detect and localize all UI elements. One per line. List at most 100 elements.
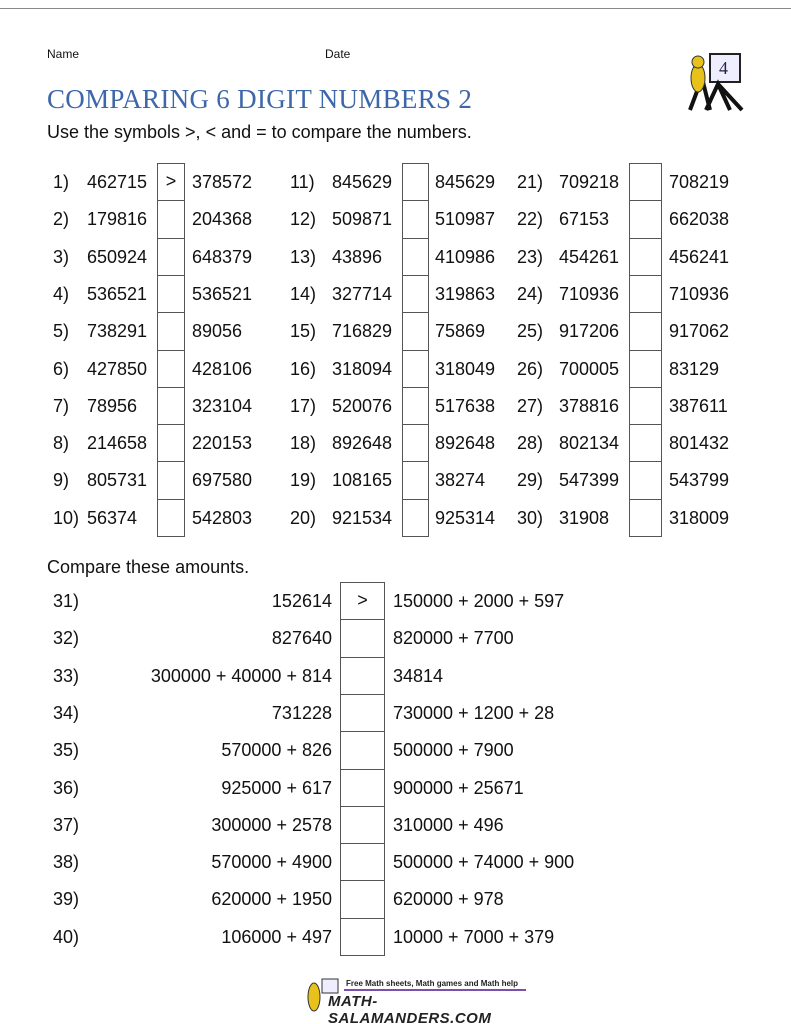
svg-text:4: 4: [719, 58, 728, 78]
left-number: 805731: [87, 470, 148, 491]
answer-box[interactable]: [402, 163, 429, 200]
left-number: 716829: [332, 321, 393, 342]
salamander-icon: [307, 978, 339, 1012]
answer-box[interactable]: [402, 424, 429, 461]
answer-box[interactable]: [157, 312, 185, 349]
right-number: 708219: [669, 172, 730, 192]
salamander-logo: 4: [688, 53, 744, 112]
question-number: 35): [53, 740, 80, 761]
question-number: 8): [53, 433, 70, 454]
right-number: 543799: [669, 470, 730, 491]
answer-box[interactable]: [629, 498, 662, 536]
left-number: 327714: [332, 283, 393, 304]
right-number: 387611: [669, 395, 728, 416]
right-amount: 34814: [393, 665, 444, 686]
answer-box[interactable]: [629, 200, 662, 237]
section2-heading: Compare these amounts.: [47, 557, 250, 577]
question-number: 29): [517, 470, 544, 491]
left-number: 214658: [87, 433, 148, 454]
left-number: 700005: [559, 358, 620, 379]
left-number: 921534: [332, 507, 393, 528]
question-number: 40): [53, 926, 80, 947]
answer-box[interactable]: >: [357, 590, 368, 610]
question-number: 11): [290, 172, 315, 192]
answer-box[interactable]: [402, 312, 429, 349]
answer-box[interactable]: [340, 693, 385, 731]
answer-box[interactable]: [629, 424, 662, 461]
left-number: 520076: [332, 395, 393, 416]
left-number: 318094: [332, 358, 393, 379]
footer-tagline: Free Math sheets, Math games and Math he…: [346, 979, 519, 988]
date-label: Date: [325, 47, 351, 61]
left-number: 892648: [332, 433, 393, 454]
footer-logo: Free Math sheets, Math games and Math he…: [300, 975, 530, 1024]
answer-box[interactable]: [402, 274, 429, 312]
answer-box[interactable]: [629, 274, 662, 312]
left-number: 536521: [87, 283, 148, 304]
question-number: 26): [517, 358, 544, 379]
right-number: 318009: [669, 507, 730, 528]
answer-box[interactable]: [340, 768, 385, 806]
answer-box[interactable]: [629, 163, 662, 200]
answer-box[interactable]: [157, 386, 185, 424]
left-number: 56374: [87, 507, 138, 528]
right-amount: 900000 + 25671: [393, 777, 524, 798]
question-number: 34): [53, 702, 80, 723]
right-number: 542803: [192, 507, 253, 528]
answer-box[interactable]: [157, 349, 185, 387]
question-number: 9): [53, 470, 70, 491]
question-number: 23): [517, 246, 544, 267]
answer-box[interactable]: [340, 731, 385, 768]
answer-box[interactable]: [402, 498, 429, 536]
answer-box[interactable]: [340, 880, 385, 917]
right-amount: 150000 + 2000 + 597: [393, 591, 565, 611]
right-number: 410986: [435, 246, 496, 267]
answer-box[interactable]: [402, 237, 429, 275]
answer-box[interactable]: [402, 349, 429, 387]
question-number: 25): [517, 321, 544, 342]
right-number: 75869: [435, 321, 486, 342]
answer-box[interactable]: [629, 386, 662, 424]
answer-box[interactable]: [340, 917, 385, 955]
left-number: 917206: [559, 321, 620, 342]
question-number: 28): [517, 433, 544, 454]
question-number: 37): [53, 814, 80, 835]
answer-box[interactable]: [629, 349, 662, 387]
right-number: 378572: [192, 172, 253, 192]
answer-box[interactable]: [629, 312, 662, 349]
answer-box[interactable]: [402, 461, 429, 498]
answer-box[interactable]: [157, 237, 185, 275]
question-number: 7): [53, 395, 70, 416]
question-number: 4): [53, 283, 70, 304]
left-number: 845629: [332, 172, 393, 192]
answer-box[interactable]: [629, 237, 662, 275]
right-number: 648379: [192, 246, 253, 267]
answer-box[interactable]: [402, 386, 429, 424]
answer-box[interactable]: [629, 461, 662, 498]
answer-box[interactable]: [157, 461, 185, 498]
left-number: 67153: [559, 209, 610, 230]
answer-box[interactable]: [157, 274, 185, 312]
right-number: 925314: [435, 507, 496, 528]
answer-box[interactable]: [157, 424, 185, 461]
left-number: 378816: [559, 395, 620, 416]
right-number: 536521: [192, 283, 253, 304]
answer-box[interactable]: [157, 200, 185, 237]
right-number: 517638: [435, 395, 496, 416]
question-number: 10): [53, 507, 80, 528]
answer-box[interactable]: [340, 843, 385, 880]
answer-box[interactable]: [340, 805, 385, 843]
left-number: 709218: [559, 172, 620, 192]
answer-box[interactable]: [340, 619, 385, 656]
right-number: 89056: [192, 321, 243, 342]
left-number: 710936: [559, 283, 620, 304]
question-number: 1): [53, 172, 70, 192]
right-amount: 730000 + 1200 + 28: [393, 702, 555, 723]
answer-box[interactable]: [402, 200, 429, 237]
left-number: 454261: [559, 246, 620, 267]
answer-box[interactable]: [340, 656, 385, 694]
right-number: 318049: [435, 358, 496, 379]
answer-box[interactable]: [157, 498, 185, 536]
right-amount: 620000 + 978: [393, 889, 504, 910]
answer-box[interactable]: >: [165, 171, 177, 191]
